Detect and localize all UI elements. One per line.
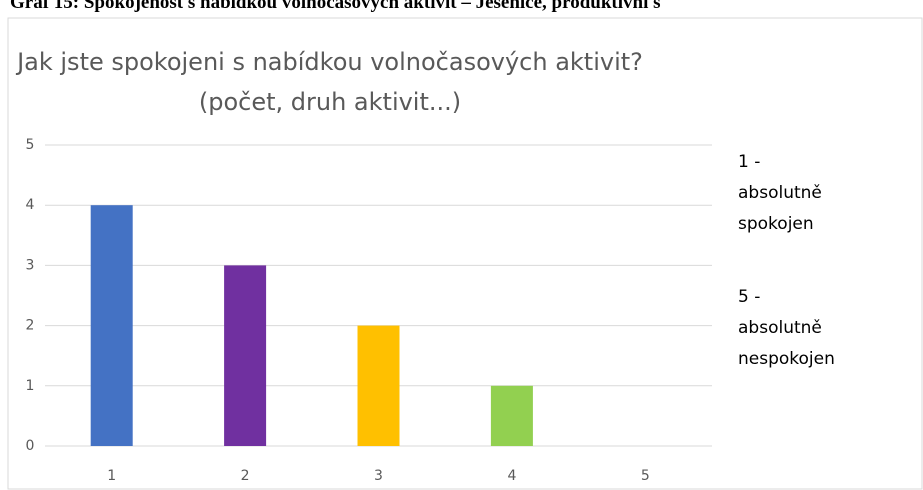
annotation: nespokojen xyxy=(738,349,835,369)
x-tick-label: 3 xyxy=(374,468,383,484)
x-tick-label: 1 xyxy=(107,468,116,484)
caption: Graf 15: Spokojenost s nabídkou volnočas… xyxy=(10,0,661,13)
annotation: 1 - xyxy=(738,152,760,172)
annotation: absolutně xyxy=(738,318,822,338)
bar xyxy=(490,385,533,446)
bar xyxy=(90,205,133,446)
y-tick-label: 1 xyxy=(26,378,35,394)
x-tick-label: 5 xyxy=(641,468,650,484)
chart-border xyxy=(7,17,923,490)
chart-title: Jak jste spokojeni s nabídkou volnočasov… xyxy=(15,48,643,76)
y-tick-label: 0 xyxy=(26,438,35,454)
bar xyxy=(224,265,267,446)
y-tick-label: 3 xyxy=(26,257,35,273)
annotation: 5 - xyxy=(738,287,760,307)
y-tick-label: 5 xyxy=(26,137,35,153)
x-tick-label: 4 xyxy=(507,468,516,484)
annotation: spokojen xyxy=(738,214,814,234)
chart-title: (počet, druh aktivit...) xyxy=(199,88,461,116)
y-tick-label: 4 xyxy=(26,197,35,213)
y-tick-label: 2 xyxy=(26,318,35,334)
annotation: absolutně xyxy=(738,183,822,203)
x-tick-label: 2 xyxy=(241,468,250,484)
bar xyxy=(357,325,400,446)
